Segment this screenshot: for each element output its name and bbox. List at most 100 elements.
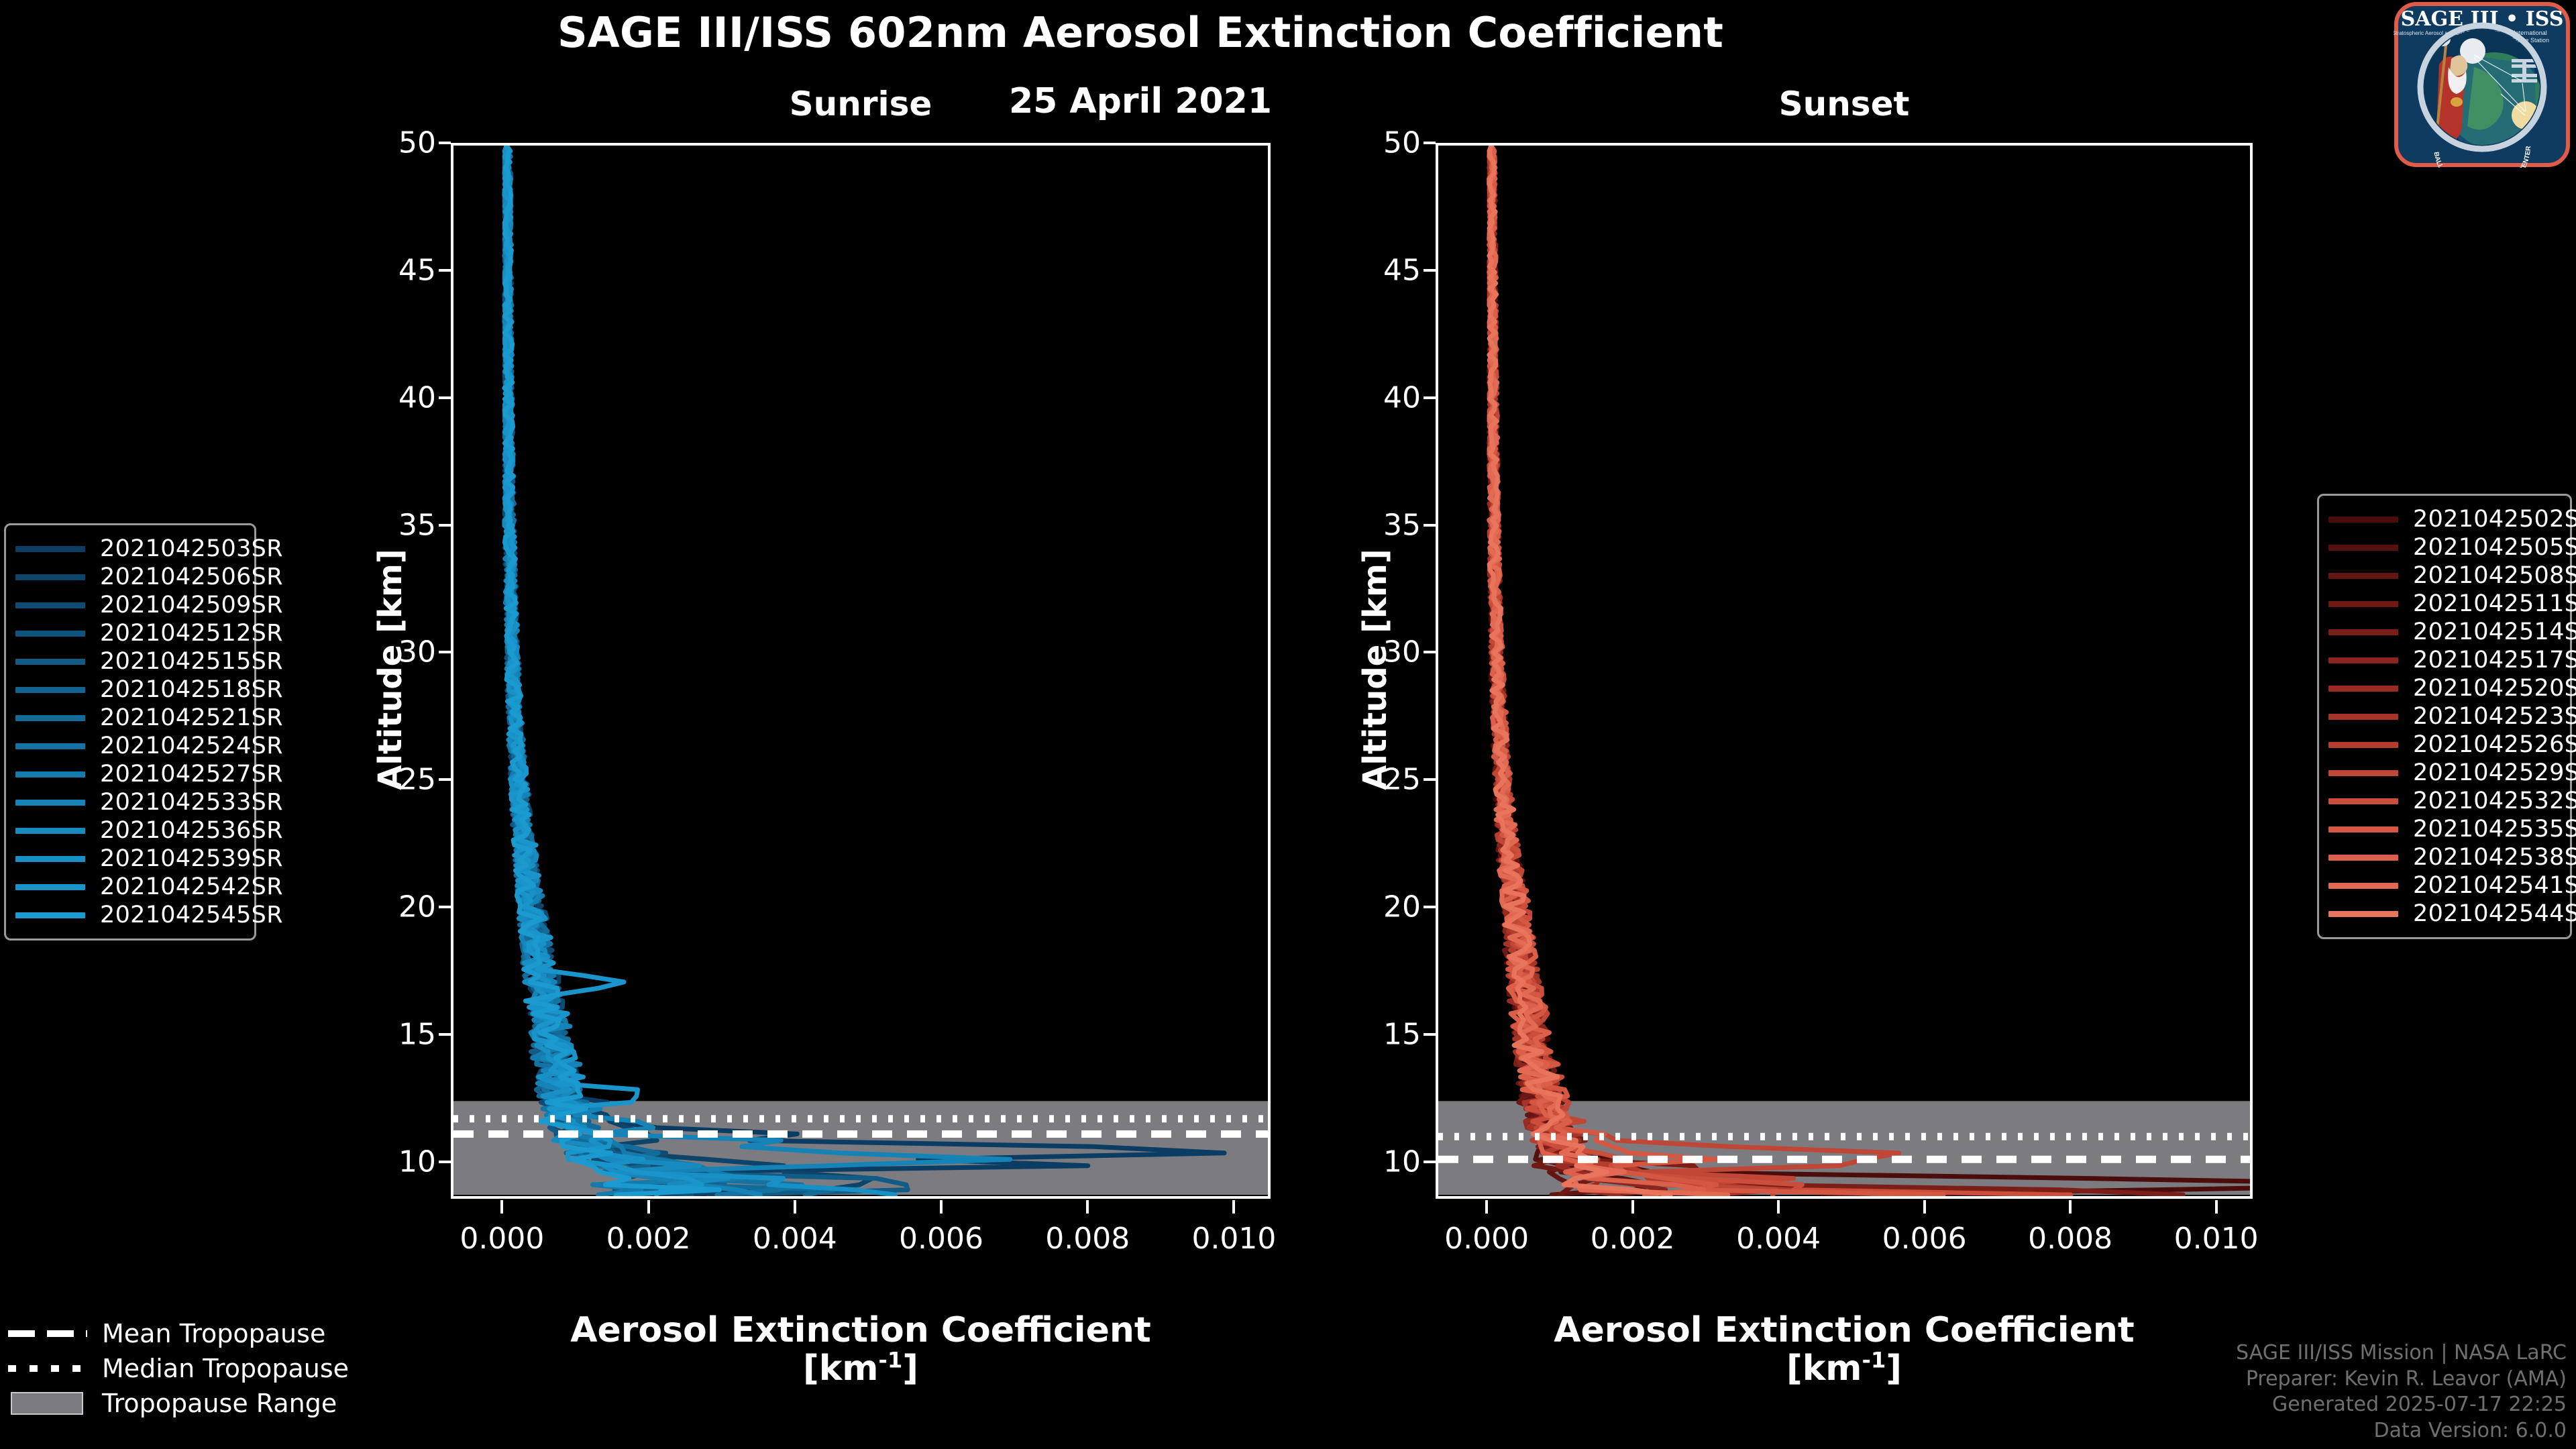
legend-sunset[interactable]: 2021042502SS2021042505SS2021042508SS2021…: [2317, 494, 2576, 939]
legend-item-label: 2021042521SR: [100, 704, 283, 731]
x-tick-label: 0.004: [752, 1222, 837, 1256]
legend-item-label: 2021042505SS: [2413, 534, 2576, 561]
logo-scene: [2436, 32, 2540, 145]
legend-item[interactable]: 2021042533SR: [15, 788, 283, 816]
legend-item[interactable]: 2021042541SS: [2328, 871, 2576, 900]
legend-item[interactable]: 2021042508SS: [2328, 561, 2576, 590]
x-tick-label: 0.008: [2028, 1222, 2113, 1256]
legend-item[interactable]: 2021042535SS: [2328, 815, 2576, 843]
extinction-profile-line: [1487, 146, 1621, 1196]
legend-item-label: 2021042515SR: [100, 648, 283, 675]
x-tick-mark: [2214, 1200, 2218, 1214]
legend-item[interactable]: 2021042503SR: [15, 535, 283, 563]
tropopause-legend-item: Tropopause Range: [8, 1386, 384, 1421]
legend-item-label: 2021042503SR: [100, 535, 283, 562]
date-subtitle: 25 April 2021: [1008, 81, 1273, 121]
legend-color-swatch: [2328, 600, 2398, 607]
y-tick-mark: [1424, 268, 1436, 272]
legend-item-label: 2021042545SR: [100, 902, 283, 928]
extinction-profile-line: [502, 146, 1013, 1196]
legend-color-swatch: [15, 686, 85, 693]
legend-item[interactable]: 2021042527SR: [15, 760, 283, 788]
legend-item-label: 2021042509SR: [100, 592, 283, 619]
x-tick-mark: [1485, 1200, 1489, 1214]
x-axis-label-sunrise: Aerosol Extinction Coefficient [km-1]: [451, 1311, 1271, 1388]
plot-area-sunset: [1436, 143, 2253, 1199]
x-tick-mark: [1777, 1200, 1780, 1214]
x-tick-mark: [1232, 1200, 1236, 1214]
legend-color-swatch: [15, 771, 85, 777]
legend-item[interactable]: 2021042511SS: [2328, 590, 2576, 618]
legend-item[interactable]: 2021042515SR: [15, 647, 283, 676]
legend-color-swatch: [15, 743, 85, 749]
legend-item[interactable]: 2021042502SS: [2328, 505, 2576, 533]
x-tick-mark: [2069, 1200, 2072, 1214]
tropopause-legend-label: Median Tropopause: [102, 1354, 349, 1383]
y-tick-label: 15: [398, 1017, 436, 1052]
y-tick-mark: [439, 396, 451, 399]
x-axis-label-text: Aerosol Extinction Coefficient: [570, 1310, 1151, 1350]
tropopause-legend-symbol: [8, 1324, 87, 1344]
legend-sunrise[interactable]: 2021042503SR 2021042506SR 2021042509SR 2021…: [4, 523, 283, 941]
panel-title-sunset: Sunset: [1778, 85, 1910, 123]
tropopause-legend-item: Median Tropopause: [8, 1351, 384, 1386]
legend-item-label: 2021042539SR: [100, 845, 283, 872]
tropopause-legend-symbol: [8, 1392, 87, 1415]
x-tick-mark: [1086, 1200, 1089, 1214]
x-tick-mark: [1631, 1200, 1634, 1214]
legend-item[interactable]: 2021042509SR: [15, 591, 283, 619]
legend-item[interactable]: 2021042529SS: [2328, 759, 2576, 787]
footer-line-version: Data Version: 6.0.0: [2373, 1418, 2567, 1442]
extinction-profile-line: [1487, 146, 1707, 1196]
legend-item[interactable]: 2021042520SS: [2328, 674, 2576, 702]
y-tick-label: 40: [398, 380, 436, 415]
legend-item[interactable]: 2021042517SS: [2328, 646, 2576, 674]
tropopause-line-swatch: [8, 1365, 87, 1372]
legend-item[interactable]: 2021042505SS: [2328, 533, 2576, 561]
legend-item[interactable]: 2021042506SR: [15, 563, 283, 591]
x-tick-mark: [1923, 1200, 1926, 1214]
y-tick-label: 15: [1383, 1017, 1421, 1052]
y-tick-mark: [439, 906, 451, 909]
y-tick-mark: [1424, 523, 1436, 527]
tropopause-legend-label: Mean Tropopause: [102, 1319, 326, 1348]
legend-item[interactable]: 2021042538SS: [2328, 843, 2576, 871]
legend-item[interactable]: 2021042526SS: [2328, 731, 2576, 759]
y-axis-label-sunrise: Altitude [km]: [372, 549, 409, 790]
tropopause-legend-symbol: [8, 1358, 87, 1379]
legend-item-label: 2021042524SR: [100, 733, 283, 759]
legend-color-swatch: [15, 799, 85, 806]
legend-item[interactable]: 2021042524SR: [15, 732, 283, 760]
tropopause-legend: Mean Tropopause Median Tropopause Tropopau…: [8, 1316, 384, 1421]
legend-color-swatch: [2328, 572, 2398, 579]
legend-item[interactable]: 2021042539SR: [15, 845, 283, 873]
legend-color-swatch: [15, 658, 85, 665]
x-axis-label-sunset: Aerosol Extinction Coefficient [km-1]: [1436, 1311, 2253, 1388]
footer-line-generated: Generated 2025-07-17 22:25: [2271, 1393, 2567, 1417]
legend-item[interactable]: 2021042544SS: [2328, 900, 2576, 928]
footer-line-preparer: Preparer: Kevin R. Leavor (AMA): [2245, 1366, 2567, 1391]
y-tick-label: 45: [1383, 253, 1421, 288]
legend-item-label: 2021042541SS: [2413, 872, 2576, 899]
legend-item[interactable]: 2021042521SR: [15, 704, 283, 732]
legend-item[interactable]: 2021042514SS: [2328, 618, 2576, 646]
legend-color-swatch: [2328, 882, 2398, 889]
extinction-profile-line: [502, 146, 704, 1196]
legend-item[interactable]: 2021042512SR: [15, 619, 283, 647]
legend-item[interactable]: 2021042523SS: [2328, 702, 2576, 731]
legend-item-label: 2021042544SS: [2413, 900, 2576, 927]
legend-item-label: 2021042533SR: [100, 789, 283, 816]
logo-subtitle-right-2: Space Station: [2512, 37, 2549, 44]
legend-item[interactable]: 2021042518SR: [15, 676, 283, 704]
legend-item-label: 2021042523SS: [2413, 703, 2576, 730]
legend-color-swatch: [2328, 657, 2398, 663]
legend-item[interactable]: 2021042532SS: [2328, 787, 2576, 815]
legend-color-swatch: [2328, 854, 2398, 861]
legend-item-label: 2021042526SS: [2413, 731, 2576, 758]
tropopause-legend-label: Tropopause Range: [102, 1389, 337, 1418]
legend-item-label: 2021042502SS: [2413, 506, 2576, 533]
legend-item[interactable]: 2021042545SR: [15, 901, 283, 929]
legend-item[interactable]: 2021042536SR: [15, 816, 283, 845]
x-axis-unit: [km-1]: [1786, 1348, 1902, 1389]
legend-item[interactable]: 2021042542SR: [15, 873, 283, 901]
